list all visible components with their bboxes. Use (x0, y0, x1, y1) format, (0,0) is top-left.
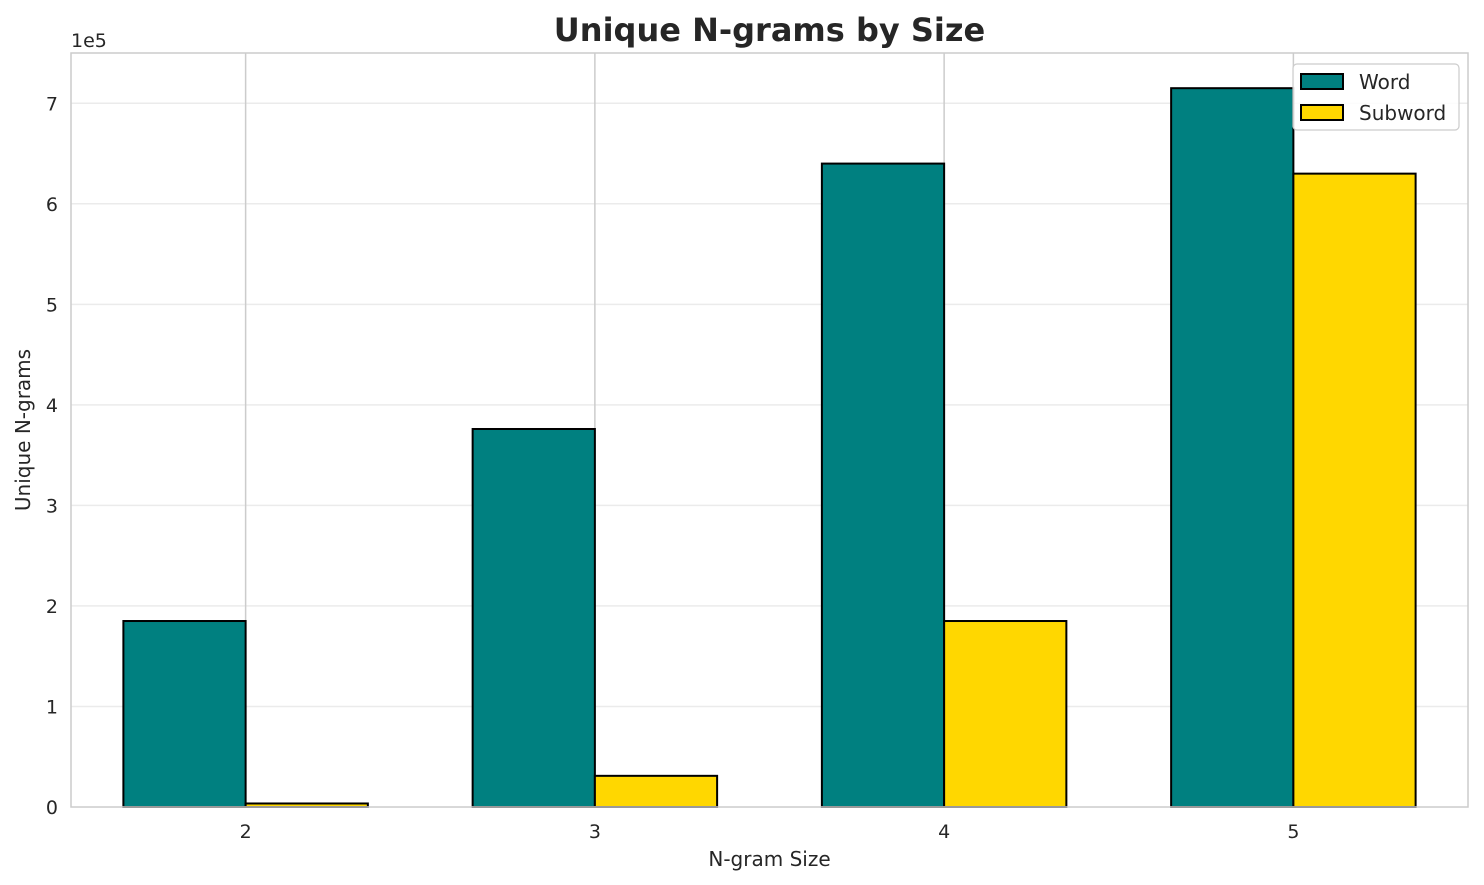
y-tick-label: 7 (46, 93, 58, 115)
bar-word-4 (820, 162, 946, 808)
chart-title: Unique N-grams by Size (554, 11, 985, 49)
bar-subword-4 (943, 620, 1068, 808)
y-tick-label: 5 (46, 294, 58, 316)
y-tick-label: 6 (46, 194, 58, 216)
y-tick-label: 4 (46, 395, 58, 417)
plot-frame (70, 52, 1469, 808)
x-tick-label: 2 (240, 821, 252, 843)
y-tick-label: 1 (46, 696, 58, 718)
y-tick-label: 2 (46, 596, 58, 618)
y-axis-offset-label: 1e5 (71, 30, 107, 52)
x-tick-label: 5 (1287, 821, 1299, 843)
ticks: 0 1 2 3 4 5 6 7 2 3 4 5 (46, 93, 1300, 843)
y-axis-label: Unique N-grams (11, 349, 35, 511)
legend-label-subword: Subword (1359, 101, 1446, 125)
bar-word-3 (471, 427, 596, 808)
bars (122, 87, 1417, 809)
x-tick-label: 3 (589, 821, 601, 843)
y-tick-label: 3 (46, 495, 58, 517)
bar-word-2 (122, 620, 247, 808)
bar-word-5 (1170, 87, 1295, 809)
x-tick-label: 4 (938, 821, 950, 843)
legend-label-word: Word (1359, 70, 1410, 94)
x-axis-label: N-gram Size (708, 847, 830, 871)
y-tick-label: 0 (46, 797, 58, 819)
legend: Word Subword (1292, 63, 1460, 131)
legend-swatch-word (1300, 73, 1344, 90)
bar-subword-3 (593, 774, 719, 808)
legend-swatch-subword (1300, 104, 1344, 121)
bar-subword-5 (1292, 172, 1417, 808)
